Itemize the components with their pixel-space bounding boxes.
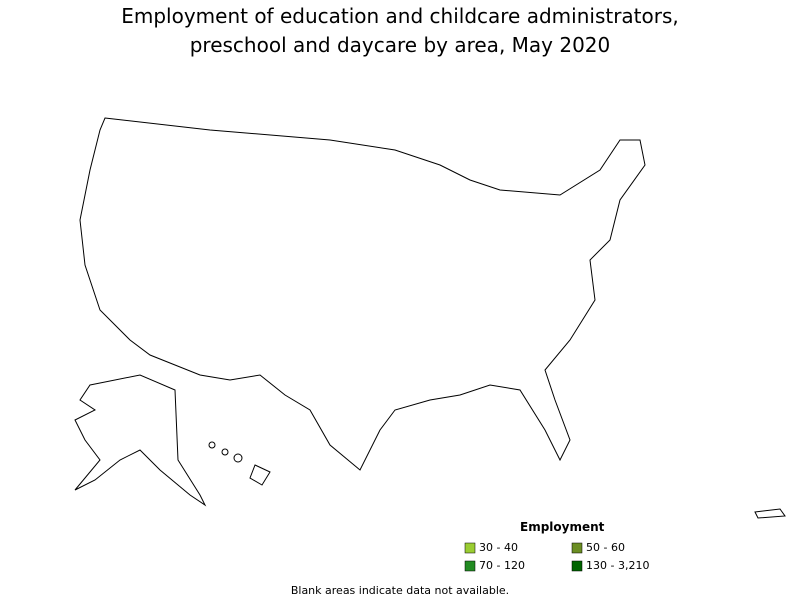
legend: 30 - 40 50 - 60 70 - 120 130 - 3,210: [464, 541, 649, 572]
legend-swatch: [464, 560, 476, 572]
legend-label: 130 - 3,210: [586, 559, 649, 572]
legend-title: Employment: [520, 520, 605, 534]
puerto-rico: [754, 508, 786, 519]
legend-swatch: [571, 560, 583, 572]
legend-swatch: [571, 542, 583, 554]
legend-swatch: [464, 542, 476, 554]
legend-label: 50 - 60: [586, 541, 625, 554]
legend-label: 70 - 120: [479, 559, 525, 572]
conterminous-us: [79, 117, 646, 471]
hawaii: [208, 441, 271, 486]
legend-label: 30 - 40: [479, 541, 518, 554]
alaska: [74, 374, 207, 507]
map-title: Employment of education and childcare ad…: [121, 4, 679, 57]
footnote: Blank areas indicate data not available.: [291, 584, 509, 597]
